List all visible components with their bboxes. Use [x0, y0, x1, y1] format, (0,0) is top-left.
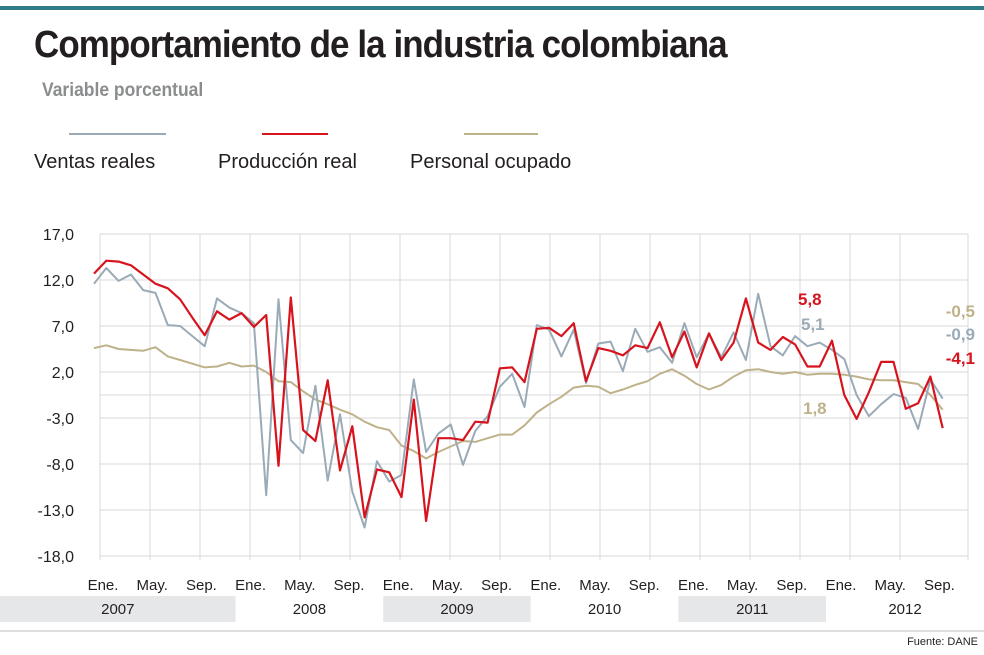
series-lines — [93, 259, 944, 529]
year-bands — [0, 596, 984, 632]
y-tick-label: -18,0 — [38, 549, 75, 566]
legend-swatch-produccion — [262, 133, 328, 135]
series-value-label: 1,8 — [803, 399, 827, 418]
series-value-label: 5,8 — [798, 290, 822, 309]
x-tick-label: May. — [432, 577, 463, 594]
y-tick-label: 2,0 — [52, 365, 74, 382]
year-band — [383, 596, 531, 622]
legend-label-produccion: Producción real — [218, 151, 357, 173]
year-label: 2008 — [293, 601, 326, 618]
year-band — [826, 596, 984, 622]
y-tick-label: -13,0 — [38, 503, 75, 520]
year-label: 2009 — [440, 601, 473, 618]
series-line-ventas — [93, 267, 944, 529]
y-tick-label: 12,0 — [43, 273, 74, 290]
year-band — [0, 596, 236, 622]
x-tick-label: Ene. — [826, 577, 857, 594]
series-value-label: -0,9 — [946, 325, 975, 344]
series-value-label: 5,1 — [801, 315, 825, 334]
gridlines — [99, 233, 969, 560]
chart-title: Comportamiento de la industria colombian… — [34, 24, 728, 66]
year-band — [530, 596, 679, 622]
year-label: 2011 — [736, 601, 768, 618]
x-tick-label: May. — [136, 577, 167, 594]
x-tick-label: May. — [727, 577, 758, 594]
y-tick-label: 17,0 — [43, 227, 74, 244]
x-tick-label: Ene. — [88, 577, 119, 594]
series-line-produccion — [93, 259, 944, 523]
x-tick-label: Sep. — [629, 577, 660, 594]
chart-subtitle: Variable porcentual — [42, 80, 204, 101]
end-value-labels: 5,8 5,1 1,8 -0,5 -0,9 -4,1 — [798, 290, 975, 418]
x-tick-label: Sep. — [334, 577, 365, 594]
x-tick-label: Ene. — [530, 577, 561, 594]
y-tick-label: -8,0 — [46, 457, 74, 474]
y-tick-label: -3,0 — [46, 411, 74, 428]
year-label: 2007 — [101, 601, 134, 618]
year-labels: 2007 2008 2009 2010 2011 2012 — [101, 601, 922, 618]
series-value-label: -0,5 — [946, 302, 975, 321]
series-value-label: -4,1 — [946, 349, 975, 368]
source-note: Fuente: DANE — [907, 636, 978, 648]
legend-swatch-ventas — [69, 133, 166, 135]
series-line-personal — [93, 344, 944, 460]
x-tick-label: May. — [874, 577, 905, 594]
legend-swatch-personal — [464, 133, 538, 135]
x-tick-label: Sep. — [481, 577, 512, 594]
year-label: 2010 — [588, 601, 621, 618]
x-tick-label: Ene. — [235, 577, 266, 594]
year-label: 2012 — [888, 601, 921, 618]
x-tick-label: Ene. — [383, 577, 414, 594]
x-tick-label: Sep. — [776, 577, 807, 594]
legend-label-ventas: Ventas reales — [34, 151, 156, 173]
y-tick-label: 7,0 — [52, 319, 74, 336]
x-axis-ticks: Ene. May. Sep. Ene. May. Sep. Ene. May. Sep. Ene.… — [88, 577, 955, 594]
x-tick-label: May. — [579, 577, 610, 594]
x-tick-label: Ene. — [678, 577, 709, 594]
legend-label-personal: Personal ocupado — [410, 151, 572, 173]
x-tick-label: May. — [284, 577, 315, 594]
y-axis-ticks: 17,0 12,0 7,0 2,0 -3,0 -8,0 -13,0 -18,0 — [38, 227, 75, 566]
year-band — [235, 596, 384, 622]
x-tick-label: Sep. — [924, 577, 955, 594]
header-accent-bar — [0, 6, 984, 10]
x-tick-label: Sep. — [186, 577, 217, 594]
year-band — [678, 596, 826, 622]
